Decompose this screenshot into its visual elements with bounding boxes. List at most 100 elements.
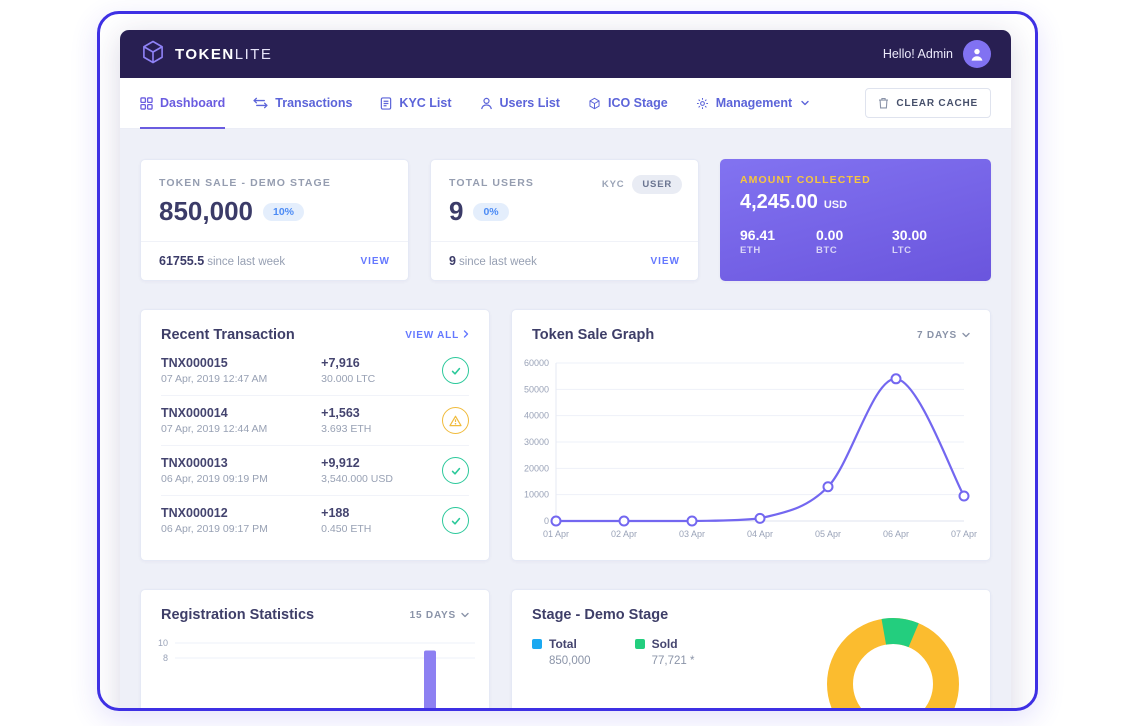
svg-text:50000: 50000 (524, 384, 549, 394)
token-sale-value: 850,000 (159, 196, 253, 226)
graph-range-select[interactable]: 7 DAYS (917, 330, 970, 341)
trash-icon (878, 97, 889, 109)
brand-cube-icon (140, 39, 166, 70)
svg-text:10000: 10000 (524, 490, 549, 500)
registration-statistics-head: Registration Statistics 15 DAYS (141, 590, 489, 631)
brand[interactable]: TOKENLITE (140, 39, 272, 70)
token-sale-change-badge: 10% (262, 202, 304, 221)
stage-panel: Stage - Demo Stage Total 850,000 Sold (511, 589, 991, 708)
token-sale-value-row: 850,000 10% (159, 196, 390, 227)
clipboard-list-icon (380, 96, 392, 110)
nav-item-kyc-list[interactable]: KYC List (380, 78, 452, 129)
transaction-detail: 3.693 ETH (321, 423, 372, 435)
nav-item-ico-stage[interactable]: ICO Stage (588, 78, 668, 129)
token-sale-line-chart: 0 10000 20000 30000 40000 50000 60000 01 Apr 02 … (524, 358, 977, 539)
registration-statistics-panel: Registration Statistics 15 DAYS 10 8 (140, 589, 490, 708)
middle-row: Recent Transaction VIEW ALL TNX000015 07 … (140, 309, 991, 561)
token-sale-view-link[interactable]: VIEW (360, 255, 390, 267)
transaction-date: 07 Apr, 2019 12:44 AM (161, 423, 268, 435)
svg-text:0: 0 (544, 516, 549, 526)
amount-collected-card: AMOUNT COLLECTED 4,245.00 USD 96.41 ETH … (720, 159, 991, 281)
transaction-date: 07 Apr, 2019 12:47 AM (161, 373, 268, 385)
transaction-detail: 0.450 ETH (321, 523, 372, 535)
toggle-user[interactable]: USER (632, 175, 682, 194)
transaction-detail: 3,540.000 USD (321, 473, 393, 485)
device-frame: TOKENLITE Hello! Admin Dashboard Transact… (97, 11, 1038, 711)
transaction-row[interactable]: TNX000012 06 Apr, 2019 09:17 PM +188 0.450 … (161, 495, 469, 545)
token-sale-title: TOKEN SALE - DEMO STAGE (159, 177, 331, 189)
transaction-id: TNX000012 (161, 506, 228, 520)
total-users-title: TOTAL USERS (449, 177, 535, 189)
chevron-right-icon (463, 329, 469, 341)
svg-text:10: 10 (158, 638, 168, 648)
transaction-id: TNX000013 (161, 456, 228, 470)
svg-text:01 Apr: 01 Apr (543, 529, 569, 539)
recent-transactions-head: Recent Transaction VIEW ALL (141, 310, 489, 351)
toggle-kyc[interactable]: KYC (601, 179, 625, 190)
total-users-change-badge: 0% (473, 202, 509, 221)
view-all-link[interactable]: VIEW ALL (405, 330, 469, 341)
topbar: TOKENLITE Hello! Admin (120, 30, 1011, 78)
total-users-delta: 9 (449, 254, 456, 268)
total-users-card: TOTAL USERS KYC USER 9 0% 9 since last we… (430, 159, 699, 281)
main-nav: Dashboard Transactions KYC List Users List I… (120, 78, 1011, 129)
stage-head: Stage - Demo Stage (512, 590, 990, 631)
nav-item-dashboard[interactable]: Dashboard (140, 78, 226, 129)
transaction-success-icon (442, 357, 469, 384)
token-sale-graph-title: Token Sale Graph (532, 327, 655, 343)
amount-collected-currency: USD (823, 199, 848, 211)
transaction-date: 06 Apr, 2019 09:17 PM (161, 523, 268, 535)
topbar-right: Hello! Admin (883, 40, 991, 68)
svg-text:07 Apr: 07 Apr (951, 529, 977, 539)
registration-statistics-title: Registration Statistics (161, 607, 315, 623)
registration-bar-chart: 10 8 (158, 638, 475, 708)
svg-text:05 Apr: 05 Apr (815, 529, 841, 539)
transaction-row[interactable]: TNX000014 07 Apr, 2019 12:44 AM +1,563 3.69… (161, 395, 469, 445)
transaction-id: TNX000015 (161, 356, 228, 370)
nav-item-label: Dashboard (160, 96, 226, 110)
amount-collected-breakdown: 96.41 ETH 0.00 BTC 30.00 LTC (740, 227, 971, 256)
user-avatar[interactable] (963, 40, 991, 68)
token-sale-chart: 0 10000 20000 30000 40000 50000 60000 01 Apr 02 … (512, 351, 990, 552)
app-window: TOKENLITE Hello! Admin Dashboard Transact… (120, 30, 1011, 708)
legend-swatch-sold (634, 639, 645, 649)
nav-item-label: ICO Stage (607, 96, 668, 110)
transaction-row[interactable]: TNX000013 06 Apr, 2019 09:19 PM +9,912 3,54… (161, 445, 469, 495)
nav-item-transactions[interactable]: Transactions (253, 78, 352, 129)
users-kyc-toggle: KYC USER (602, 175, 682, 194)
chevron-down-icon (461, 610, 469, 621)
registration-range-select[interactable]: 15 DAYS (410, 610, 469, 621)
clear-cache-label: CLEAR CACHE (896, 97, 978, 109)
token-sale-card: TOKEN SALE - DEMO STAGE 850,000 10% 6175… (140, 159, 409, 281)
grid-icon (140, 96, 153, 110)
user-icon (480, 97, 493, 110)
svg-text:04 Apr: 04 Apr (747, 529, 773, 539)
svg-text:40000: 40000 (524, 411, 549, 421)
bottom-row: Registration Statistics 15 DAYS 10 8 Stag… (140, 589, 991, 708)
transaction-id: TNX000014 (161, 406, 228, 420)
clear-cache-button[interactable]: CLEAR CACHE (865, 88, 991, 118)
breakdown-eth: 96.41 ETH (740, 227, 776, 256)
svg-text:20000: 20000 (524, 463, 549, 473)
recent-transactions-panel: Recent Transaction VIEW ALL TNX000015 07 … (140, 309, 490, 561)
chevron-down-icon (801, 100, 809, 106)
amount-collected-value: 4,245.00 (740, 191, 818, 213)
token-sale-graph-panel: Token Sale Graph 7 DAYS 0 10000 20000 30000… (511, 309, 991, 561)
total-users-view-link[interactable]: VIEW (650, 255, 680, 267)
gear-icon (696, 97, 709, 110)
nav-item-management[interactable]: Management (696, 78, 809, 129)
svg-text:8: 8 (163, 653, 168, 663)
cube-icon (588, 97, 601, 110)
svg-text:06 Apr: 06 Apr (883, 529, 909, 539)
breakdown-ltc: 30.00 LTC (892, 227, 928, 256)
transaction-amount: +9,912 (321, 456, 360, 470)
nav-item-users-list[interactable]: Users List (480, 78, 560, 129)
token-sale-graph-head: Token Sale Graph 7 DAYS (512, 310, 990, 351)
transaction-detail: 30.000 LTC (321, 373, 376, 385)
transaction-success-icon (442, 507, 469, 534)
token-sale-delta: 61755.5 (159, 254, 205, 268)
recent-transactions-title: Recent Transaction (161, 327, 295, 343)
legend-item-sold: Sold 77,721 * (634, 637, 694, 667)
transaction-row[interactable]: TNX000015 07 Apr, 2019 12:47 AM +7,916 30.0… (161, 351, 469, 395)
svg-text:30000: 30000 (524, 437, 549, 447)
